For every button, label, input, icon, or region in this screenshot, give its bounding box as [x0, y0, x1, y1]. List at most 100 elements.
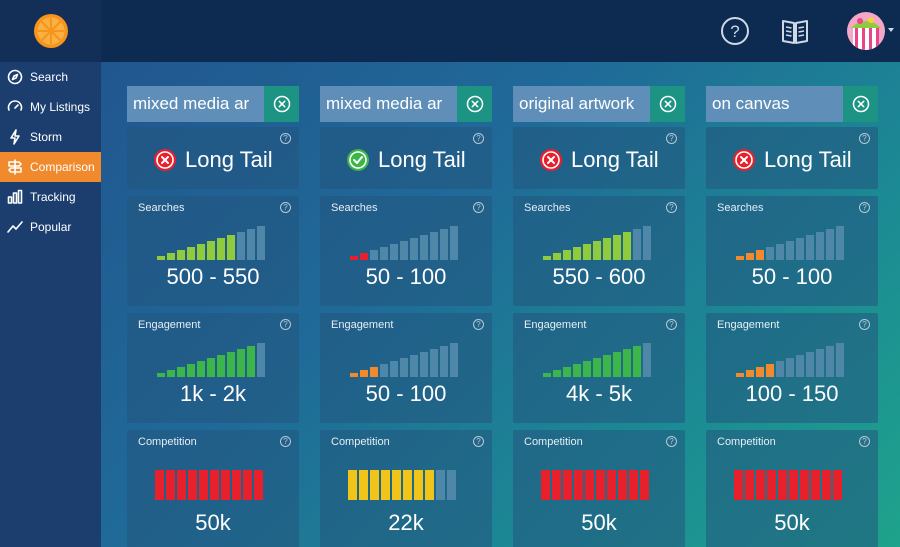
competition-bar	[254, 470, 263, 500]
competition-value: 50k	[581, 510, 617, 535]
keyword-column: mixed media ar ? Long Tail Searches? 50 - …	[320, 86, 492, 547]
long-tail-status: Long Tail	[346, 147, 466, 173]
level-bar	[806, 352, 814, 377]
logo[interactable]	[0, 0, 101, 62]
help-icon[interactable]: ?	[666, 436, 677, 447]
help-icon[interactable]: ?	[859, 319, 870, 330]
help-icon[interactable]: ?	[473, 133, 484, 144]
user-avatar[interactable]	[847, 12, 885, 50]
level-bar	[836, 343, 844, 377]
x-circle-icon	[540, 149, 562, 171]
help-icon[interactable]: ?	[280, 319, 291, 330]
top-bar: ?	[0, 0, 900, 62]
engagement-value: 100 - 150	[745, 381, 839, 406]
level-bar	[806, 235, 814, 260]
competition-bar	[596, 470, 605, 500]
help-icon[interactable]: ?	[473, 436, 484, 447]
level-bar	[573, 247, 581, 260]
sidebar-item-tracking[interactable]: Tracking	[0, 182, 101, 212]
help-icon[interactable]: ?	[473, 202, 484, 213]
searches-card: Searches? 50 - 100	[320, 196, 492, 306]
level-bar	[197, 361, 205, 377]
competition-bars	[348, 470, 458, 500]
close-circle-icon	[273, 95, 290, 113]
competition-bar	[552, 470, 561, 500]
level-bar	[543, 373, 551, 377]
help-icon[interactable]: ?	[666, 202, 677, 213]
level-bar	[553, 370, 561, 377]
sidebar: Search My Listings Storm Comparison Tracking…	[0, 62, 101, 547]
remove-keyword-button[interactable]	[650, 86, 685, 122]
competition-label: Competition	[138, 436, 197, 448]
help-icon[interactable]: ?	[666, 133, 677, 144]
long-tail-card: ? Long Tail	[513, 127, 685, 189]
book-icon[interactable]	[780, 16, 810, 51]
remove-keyword-button[interactable]	[457, 86, 492, 122]
chevron-down-icon[interactable]	[888, 28, 894, 32]
help-icon[interactable]: ?	[720, 16, 750, 51]
sidebar-item-search[interactable]: Search	[0, 62, 101, 92]
level-bar	[167, 370, 175, 377]
level-bar	[593, 241, 601, 260]
searches-value: 500 - 550	[166, 264, 260, 289]
sidebar-item-popular[interactable]: Popular	[0, 212, 101, 242]
check-circle-icon	[347, 149, 369, 171]
keyword-input[interactable]: mixed media ar	[320, 86, 457, 122]
remove-keyword-button[interactable]	[264, 86, 299, 122]
level-bar	[390, 244, 398, 260]
help-icon[interactable]: ?	[280, 202, 291, 213]
competition-bar	[607, 470, 616, 500]
sidebar-item-storm[interactable]: Storm	[0, 122, 101, 152]
sidebar-item-label: My Listings	[30, 100, 91, 114]
engagement-card: Engagement? 100 - 150	[706, 313, 878, 423]
competition-label: Competition	[717, 436, 776, 448]
competition-bar	[585, 470, 594, 500]
level-bar	[360, 370, 368, 377]
long-tail-card: ? Long Tail	[320, 127, 492, 189]
engagement-label: Engagement	[138, 319, 201, 331]
help-icon[interactable]: ?	[859, 202, 870, 213]
searches-label: Searches	[138, 202, 185, 214]
engagement-card: Engagement? 4k - 5k	[513, 313, 685, 423]
remove-keyword-button[interactable]	[843, 86, 878, 122]
level-bar	[776, 361, 784, 377]
level-bar	[796, 238, 804, 260]
competition-bar	[734, 470, 743, 500]
help-icon[interactable]: ?	[859, 436, 870, 447]
level-bar	[746, 370, 754, 377]
help-icon[interactable]: ?	[280, 436, 291, 447]
level-bar	[736, 373, 744, 377]
help-icon[interactable]: ?	[859, 133, 870, 144]
level-bar	[400, 241, 408, 260]
long-tail-label: Long Tail	[571, 147, 659, 172]
level-bar	[247, 346, 255, 377]
help-icon[interactable]: ?	[666, 319, 677, 330]
level-bar	[583, 244, 591, 260]
level-bar	[410, 238, 418, 260]
engagement-label: Engagement	[331, 319, 394, 331]
signpost-icon	[6, 158, 24, 176]
engagement-label: Engagement	[524, 319, 587, 331]
competition-card: Competition? 50k	[706, 430, 878, 547]
competition-bar	[243, 470, 252, 500]
help-icon[interactable]: ?	[280, 133, 291, 144]
svg-text:?: ?	[730, 22, 739, 41]
orange-slice-icon	[33, 14, 68, 48]
level-bar	[227, 235, 235, 260]
keyword-column: on canvas ? Long Tail Searches? 50 - 100 En…	[706, 86, 878, 547]
help-icon[interactable]: ?	[473, 319, 484, 330]
keyword-input[interactable]: mixed media ar	[127, 86, 264, 122]
sidebar-item-comparison[interactable]: Comparison	[0, 152, 101, 182]
keyword-input[interactable]: original artwork	[513, 86, 650, 122]
level-bar	[633, 229, 641, 260]
competition-bar	[541, 470, 550, 500]
level-bar	[563, 250, 571, 260]
competition-bar	[778, 470, 787, 500]
keyword-input[interactable]: on canvas	[706, 86, 843, 122]
sidebar-item-label: Tracking	[30, 190, 76, 204]
competition-value: 22k	[388, 510, 424, 535]
sidebar-item-my-listings[interactable]: My Listings	[0, 92, 101, 122]
bar-chart-icon	[6, 188, 24, 206]
searches-card: Searches? 550 - 600	[513, 196, 685, 306]
level-bars	[157, 337, 267, 377]
